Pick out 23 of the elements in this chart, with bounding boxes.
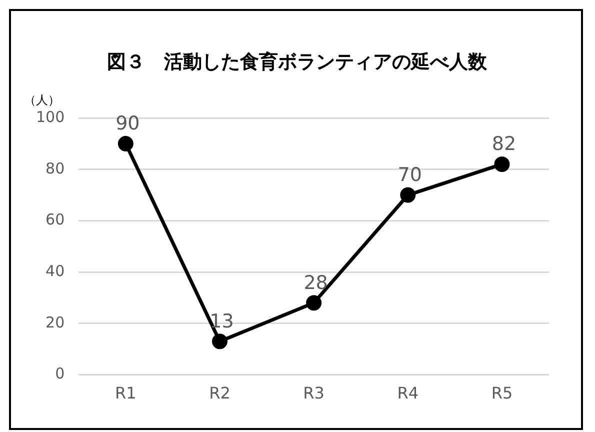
- x-tick-label: R1: [115, 384, 136, 403]
- x-tick-label: R2: [209, 384, 230, 403]
- point: [400, 187, 416, 203]
- point: [494, 156, 510, 172]
- y-tick-label: 40: [46, 262, 65, 280]
- y-tick-label: 100: [36, 108, 65, 126]
- y-tick-label: 80: [46, 159, 65, 178]
- data-label: 13: [210, 310, 234, 332]
- data-label: 28: [304, 272, 328, 294]
- x-tick-label: R4: [397, 384, 419, 403]
- data-label: 70: [398, 164, 422, 186]
- chart-title: 図３ 活動した食育ボランティアの延べ人数: [107, 51, 488, 73]
- y-tick-label: 0: [55, 364, 65, 383]
- point: [212, 334, 228, 350]
- point: [306, 295, 322, 311]
- data-label: 90: [116, 112, 140, 135]
- x-tick-label: R5: [491, 384, 513, 403]
- y-tick-label: 20: [46, 313, 65, 332]
- data-label: 82: [492, 133, 516, 156]
- y-tick-label: 60: [46, 210, 65, 229]
- y-axis-title: （人）: [24, 93, 60, 107]
- point: [118, 136, 134, 152]
- x-tick-label: R3: [303, 384, 324, 403]
